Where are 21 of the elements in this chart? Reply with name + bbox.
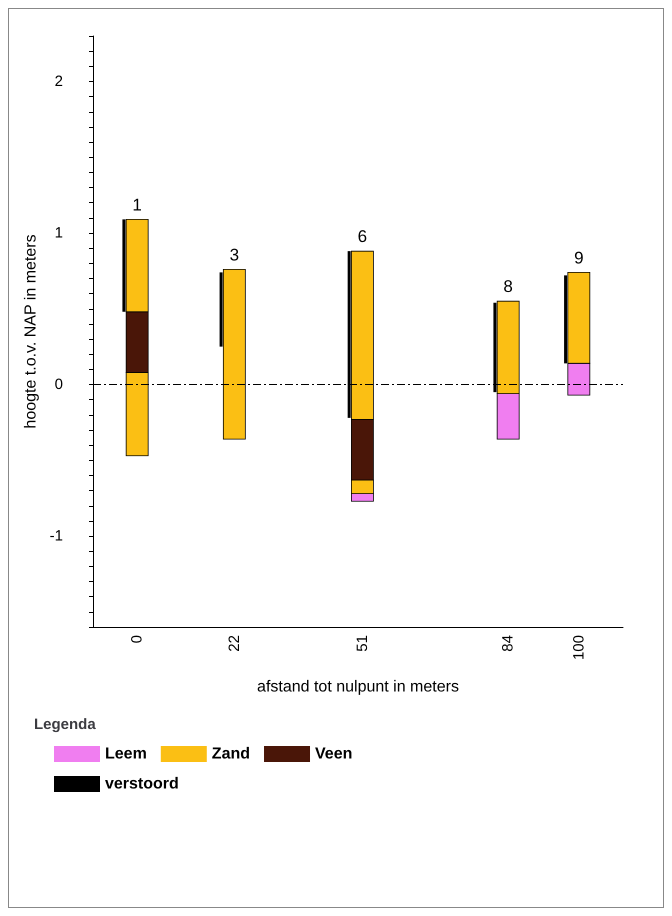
y-tick-label: 1 bbox=[54, 224, 63, 242]
x-axis-title: afstand tot nulpunt in meters bbox=[257, 678, 459, 696]
legend-title: Legenda bbox=[34, 716, 96, 733]
annotation: 3 bbox=[230, 245, 240, 264]
legend-label: Leem bbox=[105, 746, 147, 762]
x-tick-label: 51 bbox=[354, 635, 371, 652]
annotation: 6 bbox=[358, 227, 368, 246]
y-tick-label: -1 bbox=[50, 528, 63, 545]
x-tick-label: 0 bbox=[128, 635, 146, 644]
x-tick-label: 22 bbox=[226, 635, 243, 652]
annotation: 1 bbox=[132, 195, 142, 214]
y-tick-label: 2 bbox=[54, 72, 63, 90]
annotation: 9 bbox=[574, 248, 584, 268]
legend-label: verstoord bbox=[105, 776, 179, 792]
x-tick-label: 100 bbox=[570, 635, 588, 660]
legend-label: Veen bbox=[315, 746, 352, 762]
x-tick-label: 84 bbox=[500, 635, 517, 652]
legend-label: Zand bbox=[212, 746, 250, 762]
annotation: 8 bbox=[503, 277, 513, 296]
y-axis-title: hoogte t.o.v. NAP in meters bbox=[22, 234, 40, 429]
y-tick-label: 0 bbox=[54, 376, 63, 394]
